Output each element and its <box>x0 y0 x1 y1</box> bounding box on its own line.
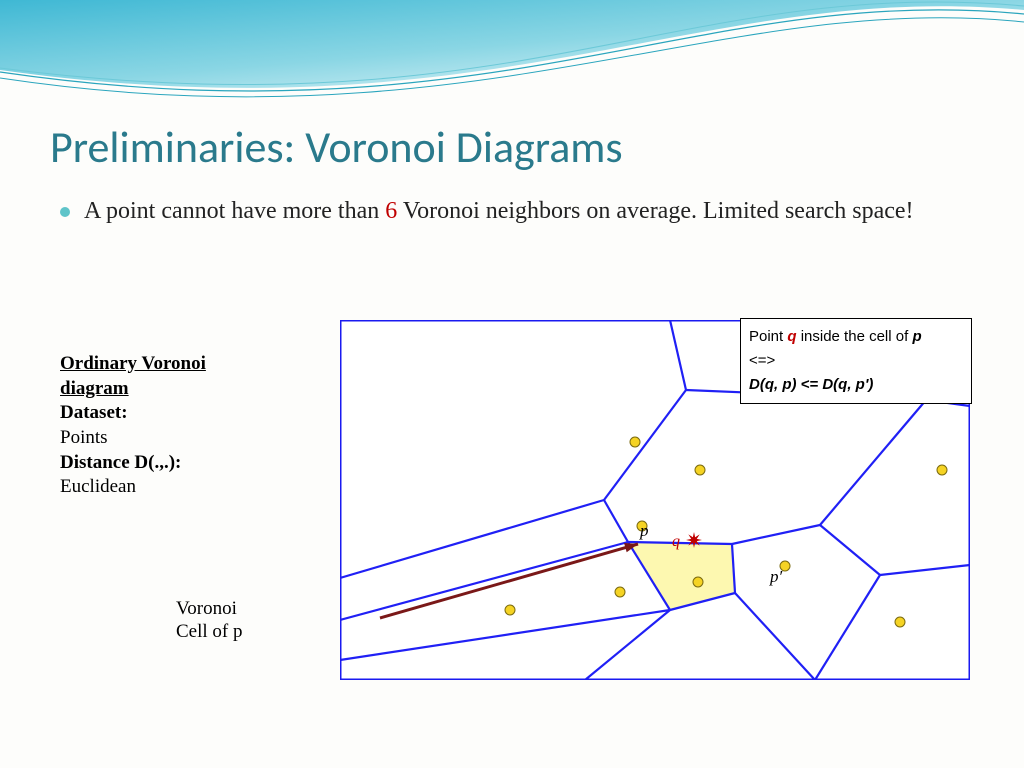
sidebar-heading: Ordinary Voronoi diagram <box>60 352 290 401</box>
svg-text:q: q <box>672 533 680 550</box>
info-box: Point q inside the cell of p <=> D(q, p)… <box>740 318 972 404</box>
bullet-text: A point cannot have more than 6 Voronoi … <box>84 195 914 227</box>
info-line1: Point q inside the cell of p <box>749 325 963 349</box>
info-line2: <=> <box>749 349 963 373</box>
info-line3: D(q, p) <= D(q, p') <box>749 373 963 397</box>
bullet-dot-icon <box>60 207 70 217</box>
dataset-value: Points <box>60 426 290 451</box>
header-wave <box>0 0 1024 140</box>
distance-label: Distance D(.,.): <box>60 451 290 476</box>
sidebar-info: Ordinary Voronoi diagram Dataset: Points… <box>60 352 290 500</box>
slide-title: Preliminaries: Voronoi Diagrams <box>50 120 623 174</box>
voronoi-cell-label: Voronoi Cell of p <box>176 598 243 644</box>
bullet-post: Voronoi neighbors on average. Limited se… <box>397 198 913 224</box>
bullet-highlight: 6 <box>385 198 397 224</box>
dataset-label: Dataset: <box>60 401 290 426</box>
distance-value: Euclidean <box>60 475 290 500</box>
bullet-item: A point cannot have more than 6 Voronoi … <box>60 195 974 227</box>
svg-text:p′: p′ <box>769 567 783 586</box>
svg-text:p: p <box>639 521 649 540</box>
bullet-pre: A point cannot have more than <box>84 198 385 224</box>
